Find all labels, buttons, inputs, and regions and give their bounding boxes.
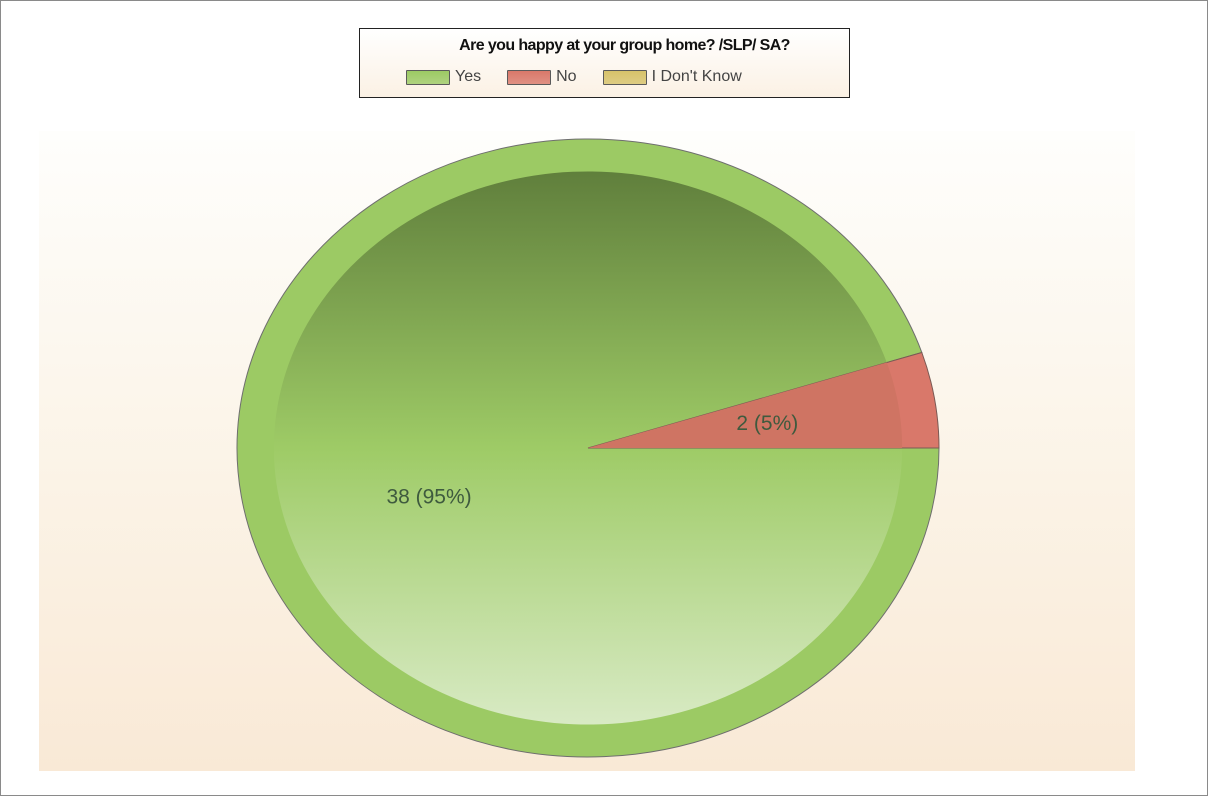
chart-title: Are you happy at your group home? /SLP/ … xyxy=(459,37,790,54)
legend-items: Yes No I Don't Know xyxy=(406,67,768,87)
legend-item-no: No xyxy=(507,68,577,86)
legend: Are you happy at your group home? /SLP/ … xyxy=(359,28,850,98)
legend-label-no: No xyxy=(556,68,577,85)
legend-swatch-idk xyxy=(602,69,647,85)
data-label-no: 2 (5%) xyxy=(736,412,798,435)
legend-item-yes: Yes xyxy=(406,68,481,86)
legend-item-idk: I Don't Know xyxy=(602,68,742,86)
data-label-yes: 38 (95%) xyxy=(386,486,471,509)
legend-label-idk: I Don't Know xyxy=(651,68,742,85)
pie-slice-no-shade xyxy=(588,362,903,448)
legend-label-yes: Yes xyxy=(455,68,482,85)
legend-swatch-no xyxy=(507,69,552,85)
legend-swatch-yes xyxy=(406,69,450,85)
